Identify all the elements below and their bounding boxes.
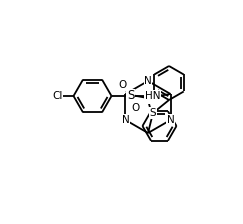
Text: HN: HN: [145, 91, 160, 101]
Text: Cl: Cl: [52, 91, 63, 101]
Text: O: O: [131, 103, 140, 113]
Text: S: S: [150, 108, 156, 118]
Text: S: S: [127, 90, 134, 103]
Text: N: N: [144, 76, 152, 86]
Text: O: O: [118, 80, 127, 90]
Text: N: N: [122, 115, 129, 125]
Text: S: S: [144, 93, 151, 103]
Text: N: N: [167, 115, 174, 125]
